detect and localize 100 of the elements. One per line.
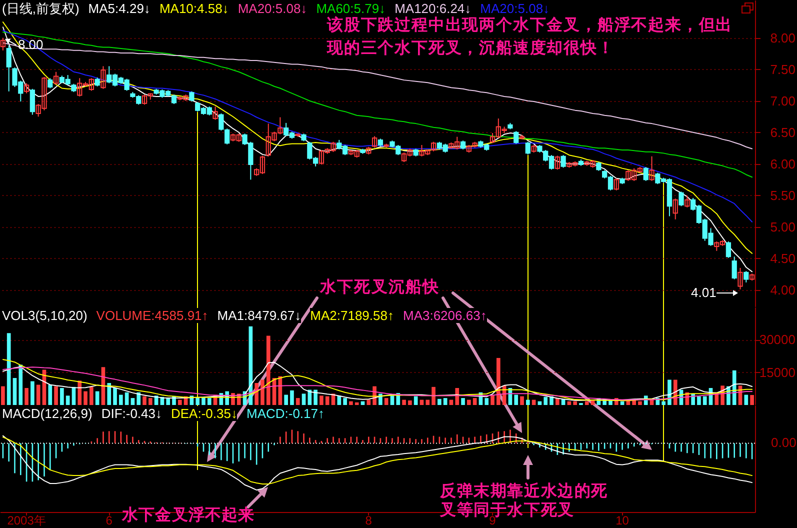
candlestick <box>100 66 106 90</box>
candlestick <box>53 71 59 85</box>
bar <box>390 396 394 405</box>
y-tick-label: 4.00 <box>770 282 796 298</box>
candlestick <box>726 240 732 258</box>
candlestick <box>744 270 749 283</box>
candlestick <box>171 94 177 105</box>
y-tick-label: 4.50 <box>770 250 796 266</box>
bar <box>467 400 471 405</box>
candlestick <box>672 198 678 220</box>
bar <box>496 358 500 405</box>
bar <box>60 388 64 405</box>
text: MA5:4.29↓ <box>88 1 150 16</box>
bar <box>95 391 100 405</box>
candlestick <box>525 141 530 155</box>
candlestick <box>218 112 224 131</box>
x-tick-label: 6 <box>106 514 113 528</box>
y-tick-label: 30000 <box>759 332 796 348</box>
candlestick <box>212 106 218 120</box>
candlestick <box>0 37 6 51</box>
bar <box>130 398 135 405</box>
legend-label: MA20:5.08↓ <box>238 1 308 16</box>
text: DEA:-0.35↓ <box>171 406 238 421</box>
bar <box>662 401 666 405</box>
bar <box>66 396 70 405</box>
bar <box>290 390 294 405</box>
candlestick <box>614 178 619 191</box>
text: 0.00 <box>771 435 796 450</box>
bar <box>314 390 318 405</box>
bar <box>254 383 258 405</box>
x-tick-label: 10 <box>616 514 630 528</box>
x-tick-label: 8 <box>365 514 372 528</box>
bar <box>78 380 82 405</box>
bar <box>1 386 5 405</box>
bar <box>320 396 324 405</box>
bar <box>366 400 371 405</box>
bar <box>18 364 23 405</box>
bar <box>48 384 52 405</box>
bar <box>514 394 518 405</box>
bar <box>30 381 34 405</box>
bar <box>207 398 212 405</box>
bar <box>461 398 465 405</box>
bar <box>6 333 11 405</box>
text: MA120:6.24↓ <box>394 1 472 16</box>
bar <box>638 401 642 405</box>
bar <box>136 392 141 405</box>
bar <box>668 380 672 405</box>
bar <box>526 400 530 405</box>
line-series <box>2 32 753 178</box>
bar <box>414 396 418 405</box>
bar <box>732 370 736 405</box>
bar <box>113 388 117 405</box>
chart-title: VOL3(5,10,20) <box>2 308 88 323</box>
bar <box>744 394 748 405</box>
candlestick <box>738 267 743 290</box>
bar <box>520 396 524 405</box>
bar <box>296 398 300 405</box>
bar <box>266 336 270 405</box>
candlestick <box>643 166 648 182</box>
bar <box>119 394 123 405</box>
text: MA60:5.79↓ <box>316 1 386 16</box>
bar <box>702 396 707 405</box>
bar <box>455 388 460 405</box>
bar <box>584 401 589 405</box>
y-tick-label: 8.00 <box>770 30 796 46</box>
text: MA3:6206.63↑ <box>402 308 487 323</box>
chart-title: MACD(12,26,9) <box>2 406 92 421</box>
bar <box>196 398 200 405</box>
bar <box>337 396 342 405</box>
candlestick <box>684 196 690 208</box>
bar <box>24 388 28 405</box>
x-tick-label: 2003年 <box>7 514 46 528</box>
text: DIF:-0.43↓ <box>101 406 162 421</box>
y-tick-label: 15000 <box>759 364 796 380</box>
y-tick-label: 7.00 <box>770 93 796 108</box>
y-tick-label: 6.50 <box>770 124 796 140</box>
bar <box>544 396 548 405</box>
annotation: 该股下跌过程中出现两个水下金叉，船浮不起来，但出现的三个水下死叉，沉船速度却很快！ <box>327 17 733 57</box>
bar <box>142 396 146 405</box>
text: MA2:7189.58↑ <box>310 308 394 323</box>
text: MA1:8479.67↓ <box>217 308 302 323</box>
bar <box>36 384 40 405</box>
candlestick <box>560 154 566 168</box>
candlestick <box>30 88 36 116</box>
annotation: 4.01 <box>691 285 716 300</box>
series-label: MACD:-0.17↑ <box>246 406 325 421</box>
bar <box>426 400 430 405</box>
bar <box>402 400 406 405</box>
text: VOLUME:4585.91↑ <box>96 308 208 323</box>
bar <box>408 400 412 405</box>
text: MA20:5.08↓ <box>480 1 550 16</box>
candlestick <box>6 44 12 92</box>
bar <box>166 398 170 405</box>
bar <box>84 391 88 405</box>
bar <box>438 398 442 405</box>
bar <box>443 398 448 405</box>
bar <box>384 398 388 405</box>
candlestick <box>678 191 684 207</box>
bar <box>302 394 306 405</box>
bar <box>90 386 94 405</box>
